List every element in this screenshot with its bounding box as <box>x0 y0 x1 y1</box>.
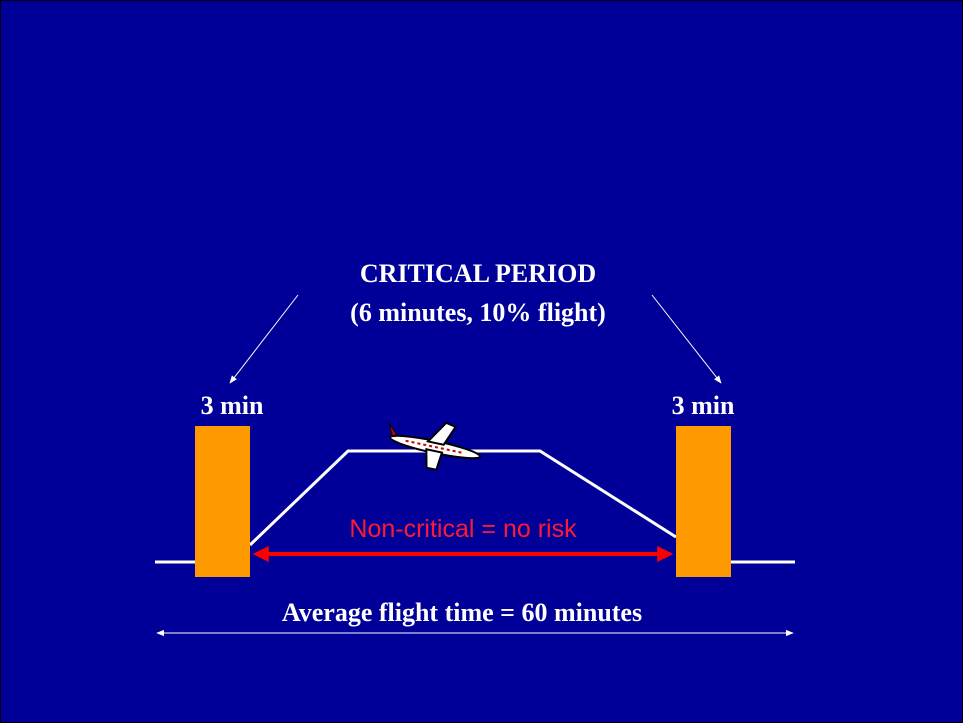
middle-label: Non-critical = no risk <box>349 515 577 543</box>
bottom-label: Average flight time = 60 minutes <box>282 598 642 627</box>
left-label: 3 min <box>201 391 264 420</box>
subtitle: (6 minutes, 10% flight) <box>350 298 606 327</box>
title: CRITICAL PERIOD <box>360 259 596 288</box>
slide: CRITICAL PERIOD (6 minutes, 10% flight) … <box>0 0 963 723</box>
right-label: 3 min <box>672 391 735 420</box>
critical-block <box>195 426 250 577</box>
critical-block <box>676 426 731 577</box>
